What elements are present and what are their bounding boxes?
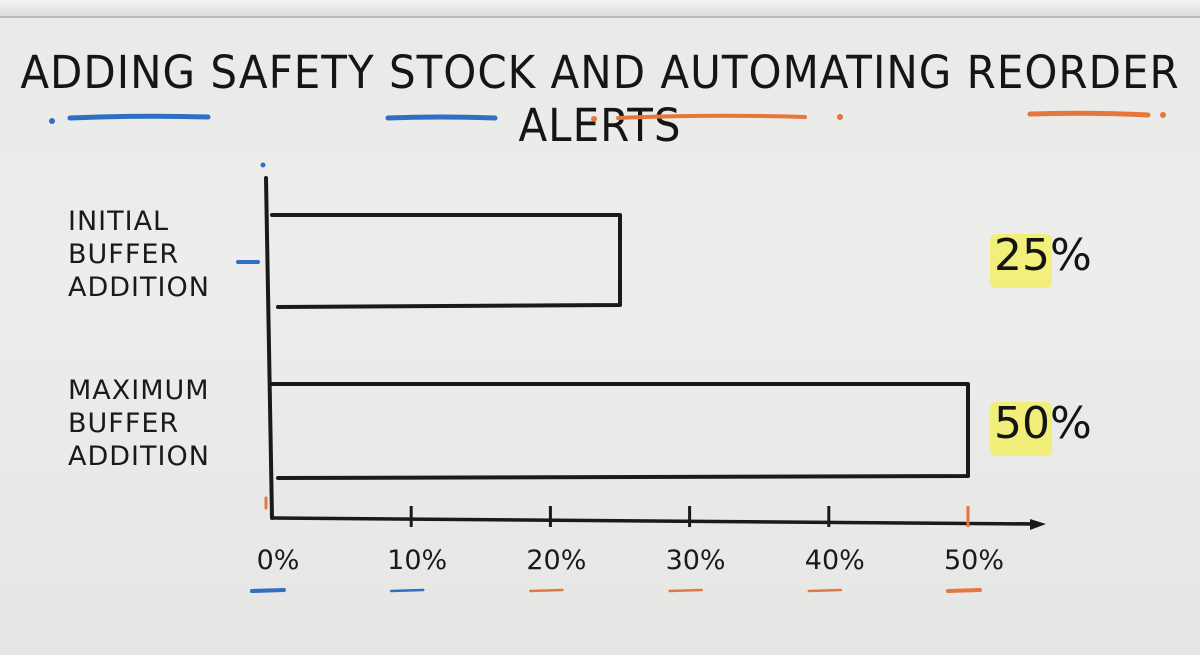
tick-underline xyxy=(668,588,703,593)
underline-blue xyxy=(385,114,498,121)
value-label: 25% xyxy=(994,230,1092,281)
underline-blue xyxy=(67,113,211,121)
x-tick-label: 20% xyxy=(526,545,587,576)
underline-dot xyxy=(591,116,597,122)
axis-dot xyxy=(260,162,266,168)
tick-underline xyxy=(389,588,425,593)
x-tick-label: 10% xyxy=(387,545,448,576)
value-highlight xyxy=(990,402,1052,456)
tick-underline xyxy=(946,588,982,593)
whiteboard-top-edge xyxy=(0,0,1200,18)
tick-underline xyxy=(250,588,286,593)
underline-orange xyxy=(616,113,807,120)
x-axis-line xyxy=(270,516,1042,526)
x-tick-label: 40% xyxy=(804,545,865,576)
x-axis-arrow xyxy=(1030,519,1046,530)
chart-title: Adding Safety Stock and Automating Reord… xyxy=(20,46,1180,152)
underline-dot xyxy=(1160,112,1166,118)
y-axis-line xyxy=(264,176,274,520)
underline-orange xyxy=(1027,110,1151,118)
category-label: Maximum Buffer Addition xyxy=(68,375,210,472)
bar xyxy=(270,213,622,309)
x-tick-label: 0% xyxy=(256,545,300,576)
underline-dot xyxy=(49,118,55,124)
bar xyxy=(270,382,970,480)
underline-dot xyxy=(837,114,843,120)
x-tick-label: 30% xyxy=(665,545,726,576)
tick-underline xyxy=(807,588,843,593)
category-label: Initial Buffer Addition xyxy=(68,206,210,303)
x-tick-label: 50% xyxy=(943,545,1004,576)
value-label: 50% xyxy=(994,398,1092,449)
value-highlight xyxy=(990,234,1052,288)
tick-underline xyxy=(529,588,564,593)
